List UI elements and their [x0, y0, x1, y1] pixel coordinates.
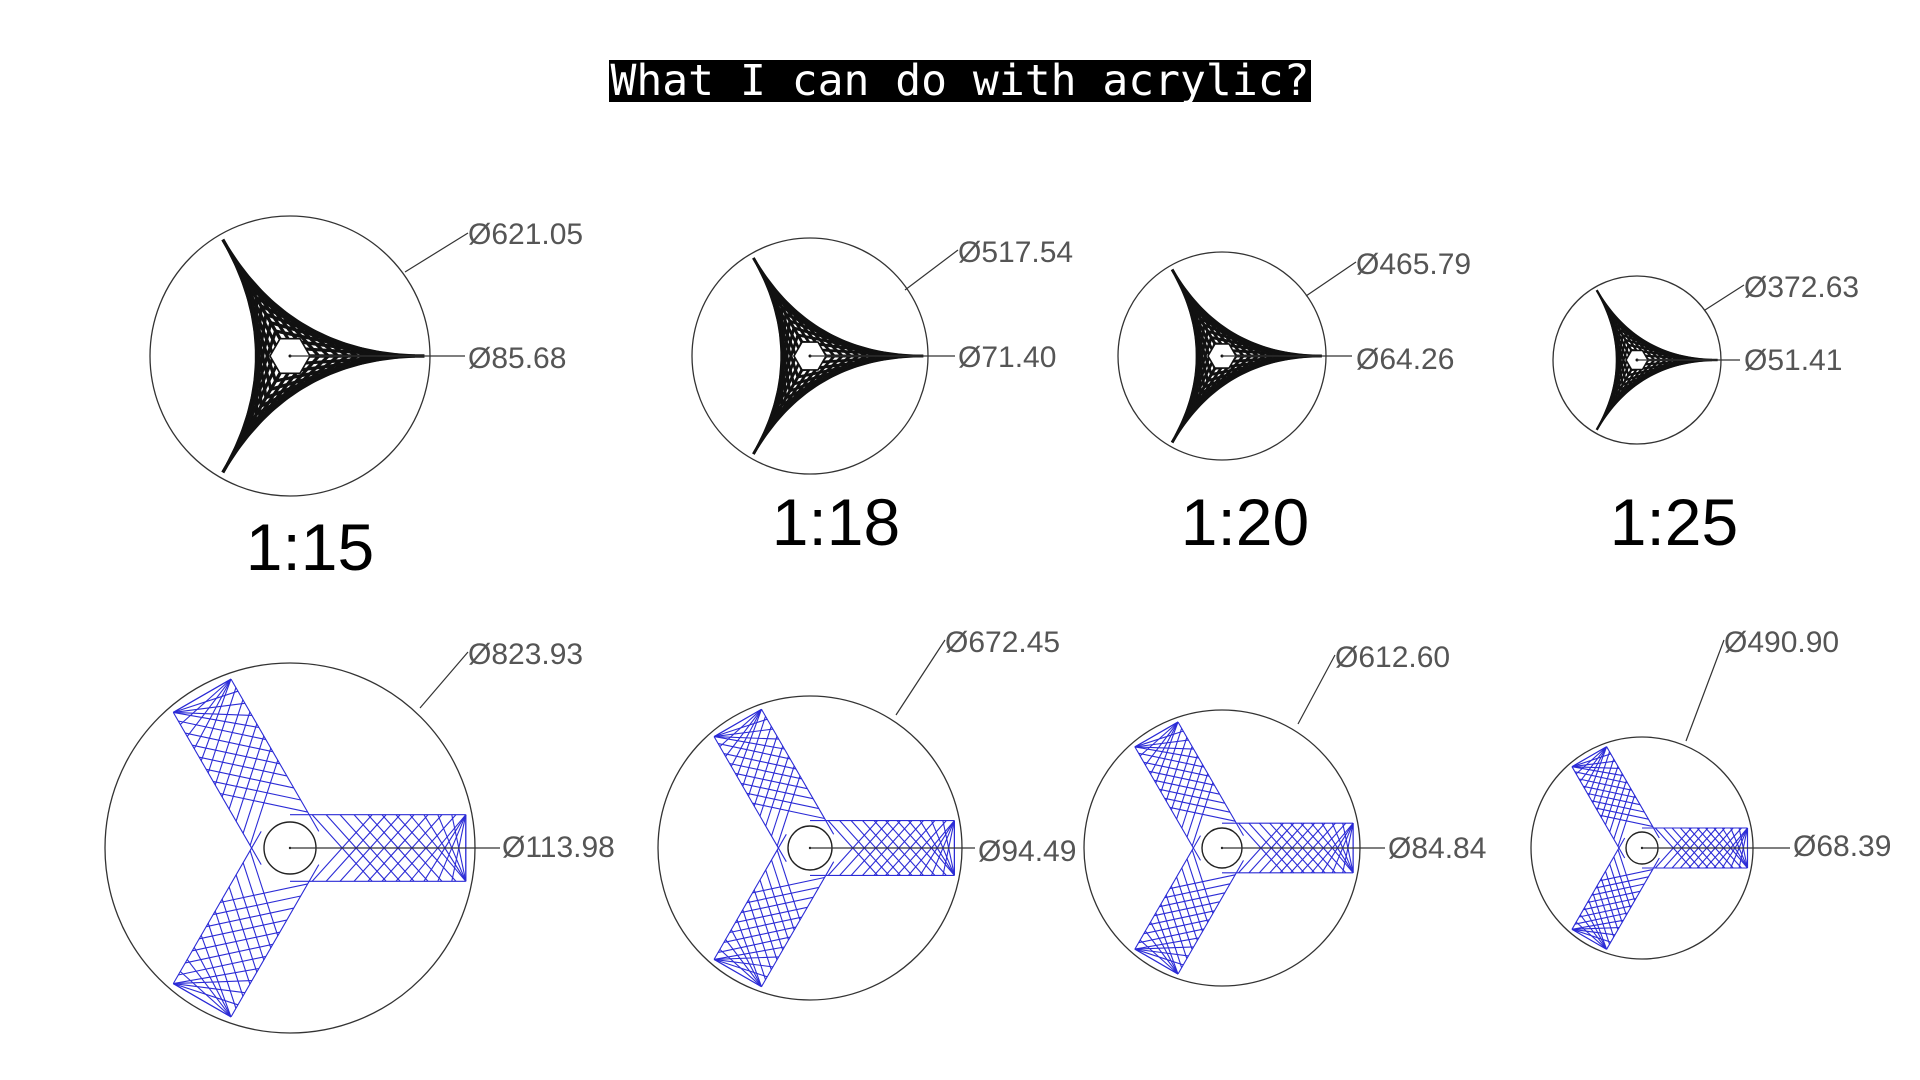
- outer-diameter-label: Ø372.63: [1744, 271, 1859, 304]
- bottom-row-patterns: Ø823.93 Ø113.98 Ø672.45 Ø94.49 Ø612.60 Ø84.84…: [104, 626, 1891, 1034]
- outer-diameter-label: Ø517.54: [958, 236, 1073, 269]
- inner-diameter-label: Ø113.98: [502, 831, 615, 864]
- scale-label: 1:15: [246, 510, 374, 584]
- bottom-pattern-4: Ø490.90 Ø68.39: [1530, 626, 1891, 960]
- inner-diameter-label: Ø51.41: [1744, 344, 1842, 377]
- outer-diameter-label: Ø672.45: [945, 626, 1060, 659]
- outer-diameter-label: Ø465.79: [1356, 248, 1471, 281]
- top-pattern-3: Ø465.79 Ø64.26 1:20: [1117, 248, 1471, 559]
- inner-diameter-label: Ø68.39: [1793, 830, 1891, 863]
- outer-leader-line: [1297, 654, 1336, 725]
- string-lattice: [1595, 289, 1718, 431]
- inner-diameter-label: Ø94.49: [978, 835, 1076, 868]
- inner-diameter-label: Ø71.40: [958, 341, 1056, 374]
- outer-diameter-label: Ø823.93: [468, 638, 583, 671]
- outer-leader-line: [904, 249, 959, 291]
- scale-label: 1:18: [772, 485, 900, 559]
- inner-diameter-label: Ø64.26: [1356, 343, 1454, 376]
- inner-diameter-label: Ø84.84: [1388, 832, 1486, 865]
- bottom-pattern-3: Ø612.60 Ø84.84: [1083, 641, 1486, 987]
- outer-leader-line: [419, 651, 469, 709]
- outer-leader-line: [404, 232, 469, 273]
- title-wrapper: What I can do with acrylic?: [0, 56, 1920, 106]
- outer-leader-line: [1685, 639, 1725, 742]
- outer-diameter-label: Ø490.90: [1724, 626, 1839, 659]
- top-pattern-2: Ø517.54 Ø71.40 1:18: [691, 236, 1073, 559]
- scale-label: 1:25: [1610, 485, 1738, 559]
- outer-leader-line: [1704, 284, 1745, 311]
- outer-diameter-label: Ø612.60: [1335, 641, 1450, 674]
- outer-diameter-label: Ø621.05: [468, 218, 583, 251]
- inner-diameter-label: Ø85.68: [468, 342, 566, 375]
- top-pattern-1: Ø621.05 Ø85.68 1:15: [149, 215, 583, 584]
- scale-label: 1:20: [1181, 485, 1309, 559]
- page-title: What I can do with acrylic?: [608, 56, 1312, 106]
- outer-leader-line: [895, 639, 946, 716]
- top-pattern-4: Ø372.63 Ø51.41 1:25: [1552, 271, 1859, 559]
- top-row-patterns: Ø621.05 Ø85.68 1:15 Ø517.54 Ø71.40 1:18 Ø465.7…: [149, 215, 1859, 584]
- bottom-pattern-1: Ø823.93 Ø113.98: [104, 638, 615, 1034]
- bottom-pattern-2: Ø672.45 Ø94.49: [657, 626, 1076, 1001]
- crosshatch-arms: [1571, 746, 1749, 950]
- outer-leader-line: [1305, 261, 1357, 297]
- crosshatch-arms: [1134, 721, 1354, 975]
